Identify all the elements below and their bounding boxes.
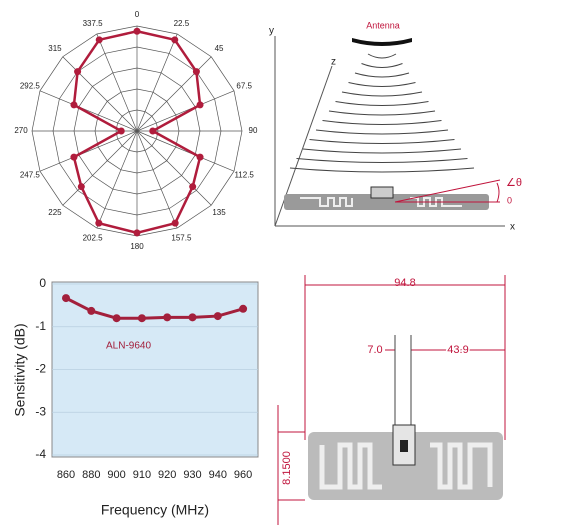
wave xyxy=(342,92,422,96)
wave xyxy=(329,111,435,115)
pattern-point xyxy=(96,36,103,43)
series-point xyxy=(214,312,222,320)
wave xyxy=(349,83,416,87)
wave xyxy=(355,73,409,77)
x-tick-label: 880 xyxy=(82,469,100,481)
x-axis-label: x xyxy=(510,222,515,233)
offset-label: 43.9 xyxy=(447,344,468,356)
angle-label: 22.5 xyxy=(174,19,190,28)
wave xyxy=(303,149,461,153)
angle-label: 315 xyxy=(48,44,62,53)
series-point xyxy=(87,307,95,315)
wave xyxy=(368,54,396,58)
wave xyxy=(290,168,474,172)
angle-label: 337.5 xyxy=(83,19,104,28)
y-tick-label: -4 xyxy=(35,447,46,461)
pattern-point xyxy=(189,183,196,190)
angle-label: 292.5 xyxy=(20,82,41,91)
pattern-point xyxy=(172,220,179,227)
angle-label: 180 xyxy=(130,242,144,251)
antenna-label: Antenna xyxy=(366,20,400,30)
angle-label: 270 xyxy=(14,126,28,135)
angle-label: 45 xyxy=(215,44,224,53)
pattern-point xyxy=(149,128,156,135)
width-label: 94.8 xyxy=(394,277,415,289)
angle-label: 247.5 xyxy=(20,171,41,180)
height-label: 8.1500 xyxy=(281,451,293,485)
pattern-point xyxy=(193,68,200,75)
pattern-point xyxy=(95,220,102,227)
antenna xyxy=(352,38,412,46)
pattern-point xyxy=(118,128,125,135)
angle-label: 225 xyxy=(48,208,62,217)
angle-label: 112.5 xyxy=(234,171,254,180)
series-point xyxy=(163,313,171,321)
angle-label: 67.5 xyxy=(236,82,252,91)
series-point xyxy=(189,313,197,321)
series-point xyxy=(62,294,70,302)
pattern-point xyxy=(70,101,77,108)
angle-label: 0 xyxy=(135,10,140,19)
waves xyxy=(290,54,474,172)
pattern-point xyxy=(197,154,204,161)
antenna-diagram xyxy=(275,36,505,226)
x-tick-label: 910 xyxy=(133,469,151,481)
pattern-point xyxy=(171,36,178,43)
pattern-point xyxy=(70,154,77,161)
die xyxy=(400,440,408,452)
angle-label: 135 xyxy=(212,208,226,217)
pattern-point xyxy=(74,68,81,75)
y-axis-label: y xyxy=(269,26,274,37)
x-tick-label: 930 xyxy=(183,469,201,481)
angle-label: ∠θ xyxy=(506,177,522,189)
zero-label: 0 xyxy=(507,195,512,205)
angle-label: 90 xyxy=(249,126,258,135)
angle-label: 202.5 xyxy=(83,233,104,242)
wave xyxy=(336,102,429,106)
y-tick-label: -3 xyxy=(35,404,46,418)
wave xyxy=(362,64,403,68)
x-tick-label: 920 xyxy=(158,469,176,481)
x-tick-label: 900 xyxy=(107,469,125,481)
page: Antenna y z x ∠θ 0 94.8 7.0 43.9 8.1500 … xyxy=(0,0,567,525)
x-tick-label: 940 xyxy=(209,469,227,481)
y-tick-label: -1 xyxy=(35,319,46,333)
y-axis-title: Sensitivity (dB) xyxy=(12,323,28,416)
y-tick-label: -2 xyxy=(35,362,46,376)
series-point xyxy=(239,305,247,313)
wave xyxy=(297,159,468,163)
wave xyxy=(316,130,448,134)
wave xyxy=(323,121,442,125)
y-tick-label: 0 xyxy=(39,276,46,290)
pattern-point xyxy=(78,183,85,190)
z-axis-label: z xyxy=(331,57,336,68)
angle-arc xyxy=(497,183,499,202)
x-axis-title: Frequency (MHz) xyxy=(101,502,209,518)
series-point xyxy=(113,314,121,322)
pattern-point xyxy=(197,101,204,108)
wave xyxy=(310,140,455,144)
angle-label: 157.5 xyxy=(171,233,192,242)
pattern-point xyxy=(134,229,141,236)
dimension-diagram xyxy=(278,275,505,525)
series-point xyxy=(138,314,146,322)
x-tick-label: 960 xyxy=(234,469,252,481)
pattern-point xyxy=(134,28,141,35)
series-label: ALN-9640 xyxy=(106,341,151,352)
chip xyxy=(371,187,393,198)
x-tick-label: 860 xyxy=(57,469,75,481)
gap-label: 7.0 xyxy=(367,344,382,356)
